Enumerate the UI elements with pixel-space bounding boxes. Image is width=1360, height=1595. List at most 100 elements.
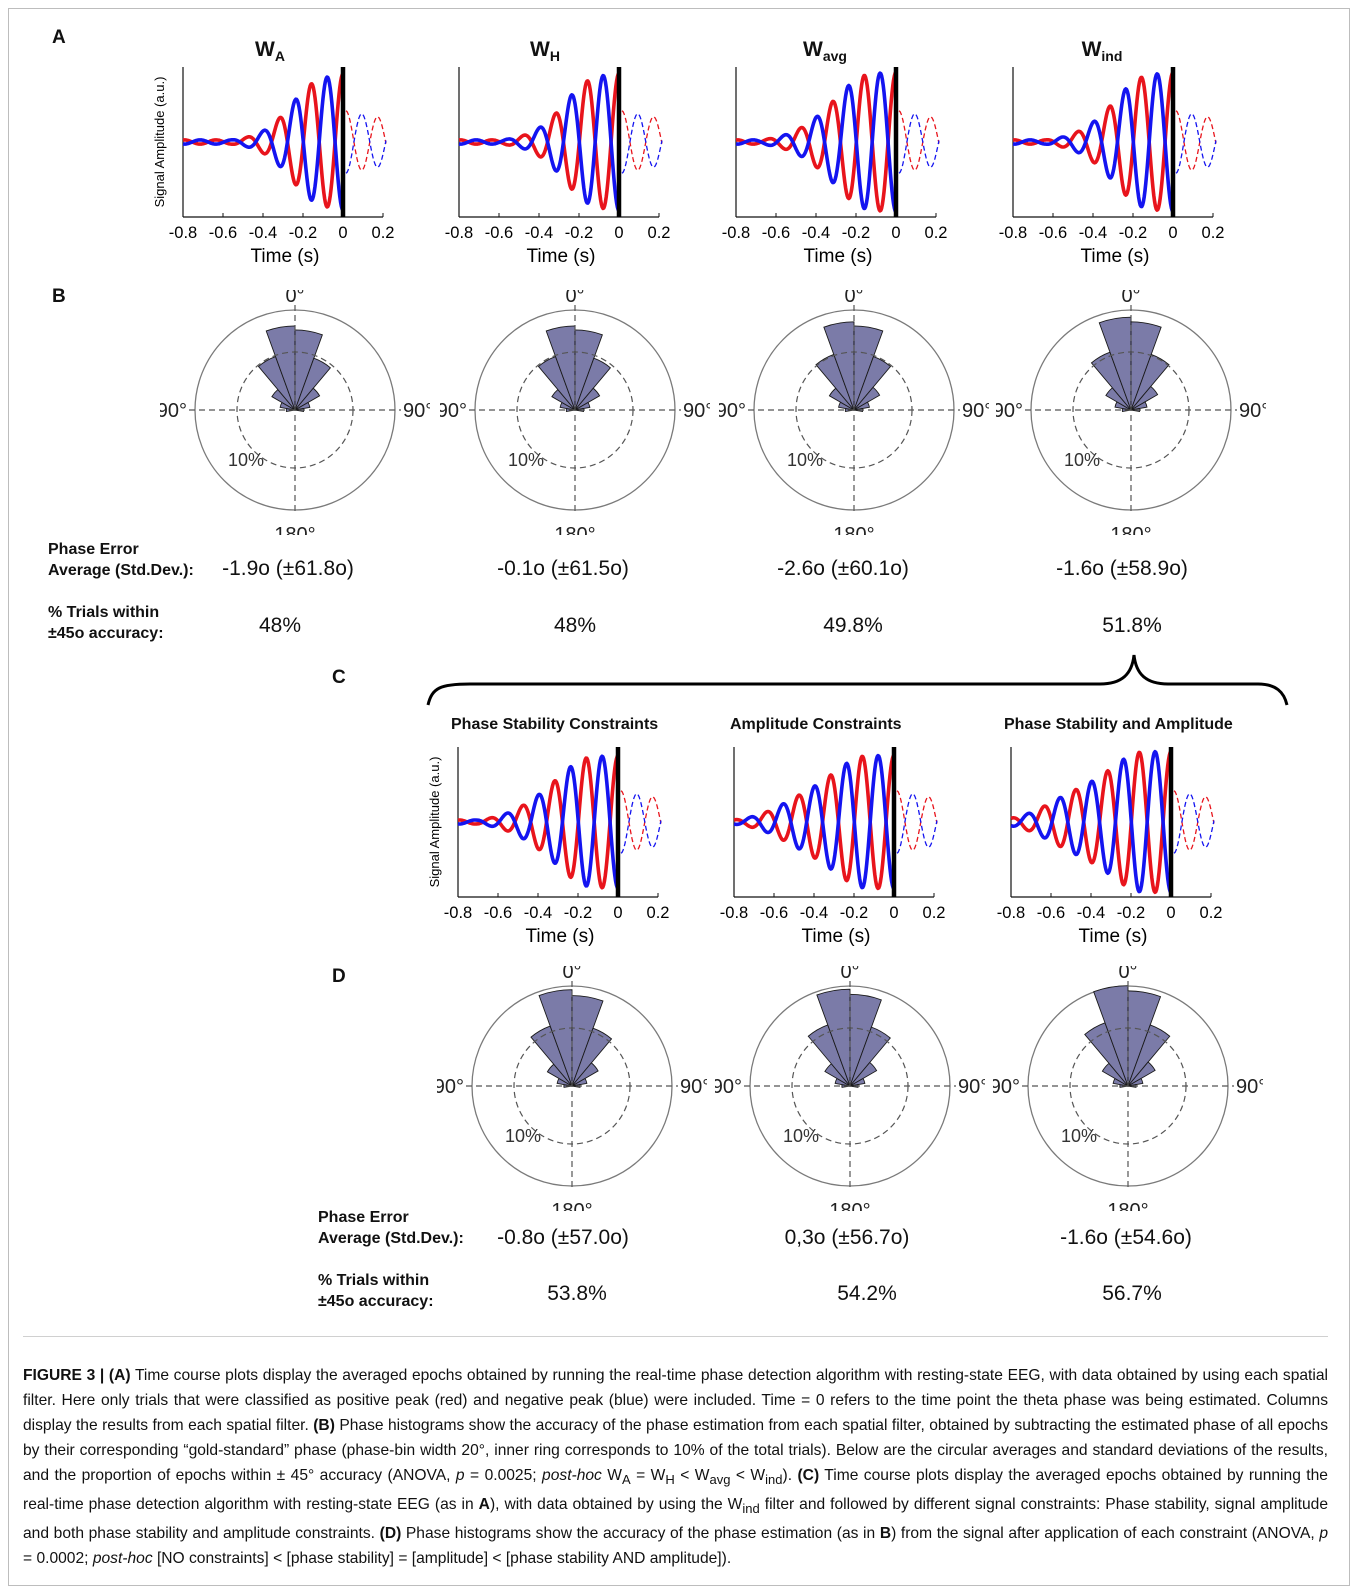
ring-percent-label: 10% (783, 1126, 819, 1146)
negative-peak-projection (345, 113, 387, 174)
trials-phase-stability-amplitude: 56.7% (1102, 1282, 1162, 1305)
x-tick-label: 0 (613, 904, 622, 922)
phase-histogram-amplitude: 0° 90° 90° 180° 10% (715, 966, 985, 1211)
positive-peak-projection (621, 110, 663, 171)
histogram-bin (823, 321, 855, 411)
ring-percent-label: 10% (508, 450, 544, 470)
negative-peak-trace (182, 75, 345, 212)
timecourse-plot-phase-stability: -0.8 -0.6 -0.4 -0.2 0 0.2 Time (s) Signal Ampli… (427, 747, 669, 947)
histogram-bin (574, 357, 612, 411)
x-tick-label: -0.6 (762, 224, 790, 242)
phase-error-wavg: -2.6o (±60.1o) (777, 557, 909, 580)
positive-peak-projection (620, 790, 662, 851)
x-tick-label: -0.4 (524, 904, 552, 922)
x-tick-label: -0.4 (525, 224, 553, 242)
angle-label-top: 0° (565, 290, 584, 307)
angle-label-right: 90° (958, 1076, 985, 1098)
ring-percent-label: 10% (228, 450, 264, 470)
histogram-bin (853, 386, 881, 411)
x-tick-label: 0 (891, 224, 900, 242)
x-tick-label: 0.2 (925, 224, 948, 242)
x-tick-label: -0.8 (722, 224, 750, 242)
angle-label-top: 0° (840, 966, 859, 983)
x-tick-label: -0.8 (999, 224, 1027, 242)
angle-label-bottom: 180° (1107, 1200, 1148, 1211)
histogram-bin (1127, 990, 1162, 1087)
timecourse-plot-wa: -0.8 -0.6 -0.4 -0.2 0 0.2 Time (s) Signal Ampli… (152, 67, 395, 267)
angle-label-right: 90° (1236, 1076, 1263, 1098)
caption-body: (A) Time course plots display the averag… (23, 1367, 1328, 1568)
x-tick-label: -0.2 (842, 224, 870, 242)
y-axis-label: Signal Amplitude (a.u.) (152, 77, 167, 208)
x-tick-label: -0.4 (249, 224, 277, 242)
angle-label-bottom: 180° (274, 524, 315, 535)
x-axis-label: Time (s) (1081, 246, 1150, 267)
caption-divider (23, 1336, 1328, 1337)
ring-percent-label: 10% (505, 1126, 541, 1146)
angle-label-right: 90° (962, 400, 989, 422)
angle-label-left: 90° (160, 400, 187, 422)
phase-error-phase-stability: -0.8o (±57.0o) (497, 1226, 629, 1249)
negative-peak-projection (1175, 113, 1217, 174)
x-tick-label: -0.6 (209, 224, 237, 242)
plot-title-wavg: Wavg (803, 38, 847, 65)
x-tick-label: -0.8 (445, 224, 473, 242)
x-tick-label: -0.2 (565, 224, 593, 242)
trials-label-d: % Trials within ±45o accuracy: (318, 1272, 434, 1310)
x-tick-label: -0.4 (1077, 904, 1105, 922)
x-tick-label: -0.2 (289, 224, 317, 242)
histogram-bin (849, 1061, 878, 1087)
x-tick-label: 0.2 (1200, 904, 1223, 922)
x-tick-label: -0.2 (1119, 224, 1147, 242)
histogram-bin (1127, 1024, 1171, 1087)
negative-peak-trace (1010, 749, 1173, 894)
histogram-bin (853, 356, 892, 411)
figure-caption: FIGURE 3 | (A) Time course plots display… (23, 1363, 1328, 1571)
histogram-bin (1130, 385, 1159, 411)
x-tick-label: 0.2 (372, 224, 395, 242)
trials-wh: 48% (553, 614, 597, 637)
angle-label-top: 0° (844, 290, 863, 307)
phase-error-wa: -1.9o (±61.8o) (222, 557, 354, 580)
negative-peak-projection (621, 113, 663, 174)
histogram-bin (1130, 353, 1170, 411)
negative-peak-trace (733, 753, 896, 890)
histogram-bin (1130, 321, 1162, 411)
plot-title-wa: WA (255, 38, 285, 65)
histogram-bin (294, 357, 332, 411)
negative-peak-projection (620, 793, 662, 854)
phase-histogram-wa: 0° 90° 90° 180° 10% (160, 290, 430, 535)
ring-percent-label: 10% (787, 450, 823, 470)
x-tick-label: 0 (1168, 224, 1177, 242)
angle-label-top: 0° (1121, 290, 1140, 307)
trials-wa: 48% (258, 614, 302, 637)
panel-letter-d: D (332, 966, 346, 987)
x-tick-label: -0.2 (564, 904, 592, 922)
negative-peak-trace (458, 73, 621, 212)
angle-label-bottom: 180° (551, 1200, 592, 1211)
x-tick-label: 0.2 (648, 224, 671, 242)
phase-histogram-phase-stability: 0° 90° 90° 180° 10% (437, 966, 707, 1211)
x-tick-label: 0 (889, 904, 898, 922)
histogram-bin (849, 1026, 891, 1087)
phase-error-label-d: Phase Error Average (Std.Dev.): (318, 1209, 464, 1247)
negative-peak-trace (735, 71, 898, 214)
histogram-bin (538, 989, 573, 1087)
positive-peak-projection (896, 790, 938, 851)
histogram-bin (1127, 1061, 1156, 1087)
positive-peak-projection (1173, 790, 1215, 851)
x-axis-label: Time (s) (526, 926, 595, 947)
histogram-bin (574, 401, 591, 411)
phase-error-phase-stability-amplitude: -1.6o (±54.6o) (1060, 1226, 1192, 1249)
figure-frame (8, 8, 1350, 1586)
x-tick-label: -0.4 (1079, 224, 1107, 242)
x-tick-label: -0.8 (444, 904, 472, 922)
phase-histogram-wind: 0° 90° 90° 180° 10% (996, 290, 1266, 535)
x-tick-label: -0.8 (997, 904, 1025, 922)
positive-peak-trace (733, 754, 896, 891)
angle-label-right: 90° (403, 400, 430, 422)
histogram-bin (816, 988, 851, 1087)
phase-error-wh: -0.1o (±61.5o) (497, 557, 629, 580)
ring-percent-label: 10% (1061, 1126, 1097, 1146)
x-axis-label: Time (s) (1079, 926, 1148, 947)
